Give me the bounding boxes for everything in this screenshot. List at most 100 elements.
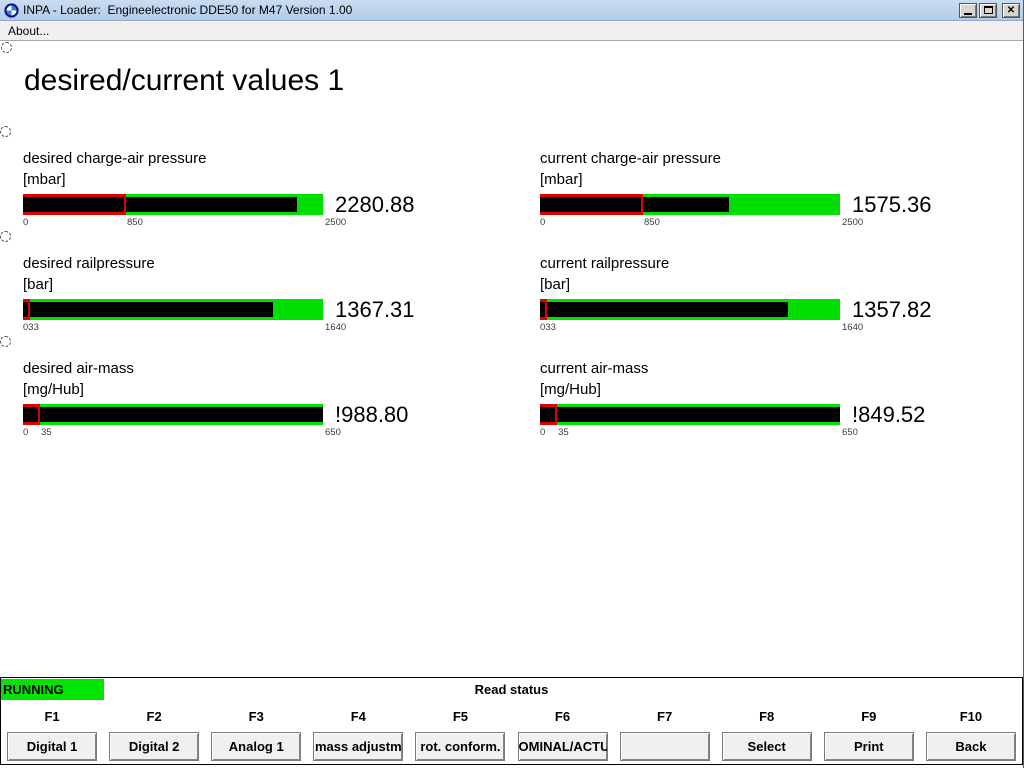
gauge-value: !988.80 [335,401,409,427]
bar-threshold-line [28,299,31,320]
scale-min-label: 0 [23,217,29,228]
gauge-unit: [mbar] [540,171,583,188]
gauge-unit: [mg/Hub] [540,381,601,398]
f7-empty-button[interactable] [619,732,710,761]
bar-threshold-line [124,194,126,215]
scale-max-label: 1640 [842,322,864,333]
gauge-label: current railpressure [540,255,670,272]
gauge-value: 1575.36 [852,191,932,217]
gauge-scale: 033 1640 [23,322,346,335]
bar-fill [23,197,297,212]
bar-threshold-line [555,404,558,425]
f9-print-button[interactable]: Print [823,732,914,761]
bar-fill [23,302,274,317]
gauge-current-railpressure: current railpressure [bar] 1357.82 033 1… [540,253,970,335]
page-marker-circle [0,336,11,347]
fkey-label-f6: F6 [554,709,571,724]
fkey-label-f1: F1 [44,709,60,724]
gauge-label: desired air-mass [23,360,134,377]
running-status-badge: RUNNING [1,679,104,700]
gauge-bar [540,194,840,215]
gauge-current-air-mass: current air-mass [mg/Hub] !849.52 0 35 6… [540,358,970,440]
scale-max-label: 2500 [842,217,864,228]
menu-bar: About... [0,21,1023,41]
gauge-label: current air-mass [540,360,649,377]
scale-min-label: 0 [540,217,546,228]
scale-max-label: 2500 [325,217,347,228]
f5-rot-conform-button[interactable]: rot. conform. [415,732,506,761]
gauge-bar [23,404,323,425]
scale-min-label: 0 [540,427,546,438]
gauge-bar [23,194,323,215]
gauge-bar [540,404,840,425]
page-title: desired/current values 1 [24,64,345,97]
f2-digital2-button[interactable]: Digital 2 [109,732,200,761]
scale-min-label: 033 [23,322,39,333]
f3-analog1-button[interactable]: Analog 1 [211,732,302,761]
fkey-label-f10: F10 [959,709,983,724]
fkey-label-f9: F9 [861,709,877,724]
gauge-unit: [mg/Hub] [23,381,84,398]
close-button[interactable]: ✕ [1002,2,1020,18]
f10-back-button[interactable]: Back [925,732,1016,761]
scale-max-label: 1640 [325,322,347,333]
bar-fill [540,302,789,317]
gauge-value: !849.52 [852,401,926,427]
gauge-value: 1367.31 [335,296,415,322]
scale-min-label: 033 [540,322,556,333]
page-marker-circle [1,42,12,53]
fkey-label-f2: F2 [146,709,162,724]
maximize-icon [983,6,993,14]
gauge-scale: 0 850 2500 [540,217,863,230]
scale-mid-label: 35 [41,427,52,438]
fkey-label-f7: F7 [657,709,673,724]
status-row: Read status RUNNING [1,678,1022,702]
bar-fill [540,197,730,212]
page-marker-circle [0,126,11,137]
bar-threshold-line [38,404,41,425]
page-marker-circle [0,231,11,242]
scale-max-label: 650 [325,427,341,438]
fkey-label-f5: F5 [452,709,468,724]
minimize-button[interactable] [959,2,977,18]
gauge-unit: [bar] [23,276,54,293]
scale-max-label: 650 [842,427,858,438]
f4-mass-adjust-button[interactable]: mass adjustm [313,732,404,761]
fkey-label-f3: F3 [248,709,264,724]
gauge-unit: [mbar] [23,171,66,188]
scale-mid-label: 850 [644,217,660,228]
gauge-label: desired charge-air pressure [23,150,207,167]
gauge-scale: 0 35 650 [540,427,858,440]
title-bar: INPA - Loader: Engineelectronic DDE50 fo… [0,0,1023,21]
fkey-labels-row: F1 F2 F3 F4 F5 F6 F7 F8 F9 F10 [1,709,1022,729]
gauge-scale: 0 850 2500 [23,217,346,230]
main-content [0,41,1023,677]
scale-min-label: 0 [23,427,29,438]
gauge-label: current charge-air pressure [540,150,721,167]
fkey-label-f4: F4 [350,709,366,724]
gauge-value: 1357.82 [852,296,932,322]
gauge-current-charge-air-pressure: current charge-air pressure [mbar] 1575.… [540,148,970,230]
menu-about[interactable]: About... [8,23,50,38]
gauge-bar [540,299,840,320]
fkey-buttons-row: Digital 1 Digital 2 Analog 1 mass adjust… [1,732,1022,762]
f1-digital1-button[interactable]: Digital 1 [7,732,98,761]
f6-nominal-actual-button[interactable]: OMINAL/ACTU. [517,732,608,761]
gauge-label: desired railpressure [23,255,155,272]
maximize-button[interactable] [979,2,997,18]
f8-select-button[interactable]: Select [721,732,812,761]
bar-fill [23,407,323,422]
scale-mid-label: 35 [558,427,569,438]
bmw-logo-icon [4,2,19,18]
gauge-value: 2280.88 [335,191,415,217]
bar-fill [540,407,840,422]
gauge-bar [23,299,323,320]
gauge-scale: 033 1640 [540,322,863,335]
minimize-icon [964,12,972,15]
gauge-unit: [bar] [540,276,571,293]
window-title: INPA - Loader: Engineelectronic DDE50 fo… [23,3,353,17]
bar-threshold-line [545,299,548,320]
gauge-desired-air-mass: desired air-mass [mg/Hub] !988.80 0 35 6… [23,358,453,440]
gauge-desired-railpressure: desired railpressure [bar] 1367.31 033 1… [23,253,453,335]
